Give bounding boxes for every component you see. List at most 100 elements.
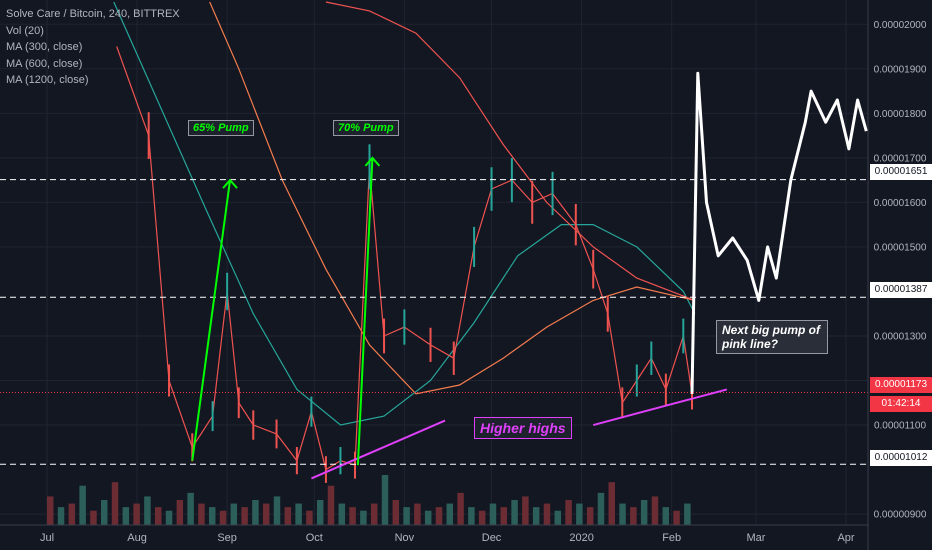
- countdown-tag: 01:42:14: [870, 396, 932, 412]
- x-tick-label-6: 2020: [569, 532, 593, 544]
- volume-bar-0: [47, 496, 54, 525]
- annotation-higher-highs[interactable]: Higher highs: [474, 417, 572, 439]
- volume-bar-13: [187, 492, 194, 525]
- x-tick-label-0: Jul: [40, 532, 54, 544]
- volume-bar-4: [90, 510, 97, 525]
- volume-bar-23: [295, 503, 302, 525]
- x-tick-label-3: Oct: [306, 532, 323, 544]
- y-tick-label-6: 0.00001300: [874, 331, 927, 342]
- y-tick-label-2: 0.00001800: [874, 109, 927, 120]
- volume-bar-43: [511, 500, 518, 525]
- projection-line: [690, 71, 868, 394]
- current-price-tag: 0.00001173: [870, 377, 932, 393]
- y-tick-label-8: 0.00001100: [874, 421, 927, 432]
- volume-bar-37: [446, 503, 454, 525]
- volume-bar-35: [424, 510, 432, 525]
- volume-bar-31: [381, 475, 389, 525]
- volume-bar-5: [100, 500, 108, 525]
- x-tick-label-8: Mar: [746, 532, 765, 544]
- volume-bar-50: [586, 507, 594, 525]
- volume-bar-15: [208, 507, 216, 525]
- volume-bar-46: [543, 503, 551, 525]
- volume-bar-51: [597, 492, 605, 525]
- y-tick-label-1: 0.00001900: [874, 64, 927, 75]
- volume-bar-26: [327, 485, 335, 525]
- ma-line-0: [113, 1, 696, 426]
- volume-bar-53: [619, 503, 626, 525]
- x-tick-label-9: Apr: [837, 532, 854, 544]
- volume-bar-2: [68, 503, 76, 525]
- annotation-next-pump[interactable]: Next big pump of pink line?: [716, 320, 828, 354]
- volume-bar-28: [349, 507, 356, 525]
- pump-arrow-2-head: [364, 156, 381, 167]
- volume-bar-9: [144, 496, 151, 525]
- x-tick-label-7: Feb: [662, 532, 681, 544]
- volume-bar-36: [435, 507, 443, 525]
- level-tag-1387: 0.00001387: [870, 282, 932, 298]
- indicator-ma-1200[interactable]: MA (1200, close): [6, 74, 89, 86]
- annotation-70-pump[interactable]: 70% Pump: [333, 120, 399, 136]
- pump-arrow-2: [356, 157, 374, 466]
- volume-bar-55: [640, 500, 648, 525]
- volume-bar-10: [154, 507, 162, 525]
- volume-bar-27: [338, 503, 346, 525]
- indicator-volume[interactable]: Vol (20): [6, 24, 44, 37]
- volume-bar-29: [360, 510, 367, 525]
- ma-line-1: [209, 1, 696, 395]
- x-tick-label-1: Aug: [127, 532, 147, 544]
- y-tick-label-5: 0.00001500: [874, 242, 927, 253]
- pump-arrow-1-head: [222, 178, 238, 189]
- level-tag-1012: 0.00001012: [870, 450, 932, 466]
- y-tick-label-0: 0.00002000: [874, 20, 927, 31]
- y-tick-label-9: 0.00000900: [874, 510, 927, 521]
- volume-bar-58: [673, 510, 680, 525]
- support-line-2: [592, 388, 728, 427]
- ma-line-2: [325, 1, 696, 301]
- volume-bar-57: [662, 507, 669, 525]
- volume-bar-7: [122, 507, 130, 525]
- volume-bar-49: [576, 503, 583, 525]
- y-tick-label-3: 0.00001700: [874, 153, 927, 164]
- volume-bar-24: [306, 510, 313, 525]
- volume-bar-52: [608, 482, 616, 525]
- volume-bar-54: [630, 507, 637, 525]
- volume-bar-56: [651, 496, 659, 525]
- volume-bar-59: [684, 503, 691, 525]
- volume-bar-21: [273, 496, 281, 525]
- volume-bar-30: [370, 503, 378, 525]
- volume-bar-20: [262, 503, 270, 525]
- chart-title: Solve Care / Bitcoin, 240, BITTREX: [6, 8, 180, 20]
- volume-bar-44: [522, 496, 529, 525]
- volume-bar-14: [198, 503, 205, 525]
- volume-bar-11: [165, 510, 173, 525]
- volume-bar-42: [500, 507, 508, 525]
- volume-bar-25: [316, 500, 324, 525]
- y-tick-label-4: 0.00001600: [874, 198, 927, 209]
- volume-bar-19: [252, 500, 259, 525]
- volume-bar-18: [241, 507, 248, 525]
- x-tick-label-5: Dec: [482, 532, 502, 544]
- volume-bar-6: [111, 482, 119, 525]
- volume-bar-40: [478, 510, 486, 525]
- chart-legend: Solve Care / Bitcoin, 240, BITTREX Vol (…: [6, 6, 180, 89]
- annotation-65-pump[interactable]: 65% Pump: [188, 120, 254, 136]
- volume-bar-33: [403, 507, 410, 525]
- indicator-ma-300[interactable]: MA (300, close): [6, 41, 83, 53]
- indicator-ma-600[interactable]: MA (600, close): [6, 57, 83, 70]
- level-tag-1651: 0.00001651: [870, 164, 932, 180]
- volume-bar-3: [79, 485, 86, 525]
- volume-bar-12: [176, 500, 184, 525]
- volume-bar-1: [57, 507, 65, 525]
- volume-bar-17: [230, 503, 238, 525]
- volume-bar-47: [554, 510, 562, 525]
- pump-arrow-1: [191, 179, 232, 461]
- volume-bar-45: [532, 507, 540, 525]
- volume-bar-32: [392, 500, 400, 525]
- volume-bar-22: [284, 507, 292, 525]
- volume-bar-16: [219, 510, 227, 525]
- volume-bar-38: [457, 492, 464, 525]
- volume-bar-39: [468, 507, 475, 525]
- volume-bar-41: [489, 503, 497, 525]
